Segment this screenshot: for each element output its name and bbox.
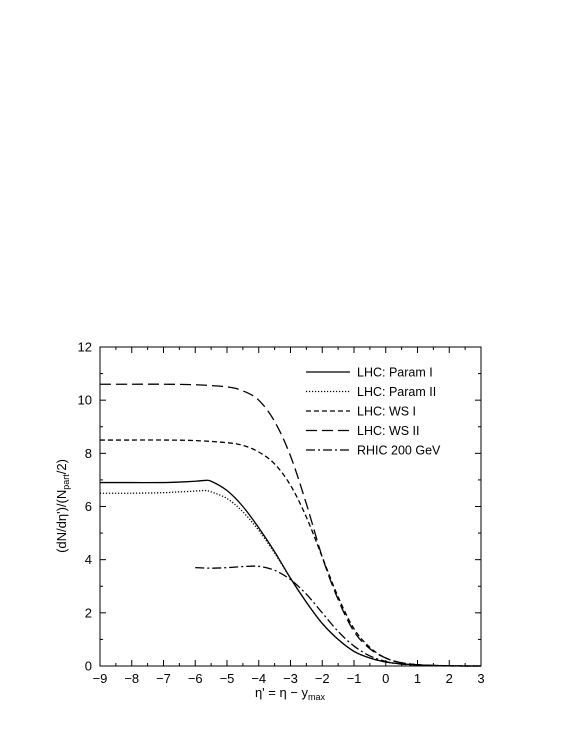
x-tick-label: −1: [347, 671, 362, 686]
x-tick-label: 3: [477, 671, 484, 686]
legend-label: LHC: WS I: [357, 405, 416, 419]
x-tick-label: −4: [251, 671, 266, 686]
series-line-2: [99, 489, 482, 667]
x-tick-label: 1: [414, 671, 421, 686]
x-tick-label: −3: [283, 671, 298, 686]
legend: LHC: Param I LHC: Param II LHC: WS I LHC: W…: [306, 366, 441, 458]
legend-label: LHC: Param II: [357, 385, 436, 399]
y-tick-label: 6: [85, 499, 92, 514]
y-tick-label: 12: [78, 340, 92, 355]
y-axis-label: (dN/dη')/(Npart/2): [54, 459, 71, 553]
series-line-1: [100, 479, 482, 667]
x-tick-label: 0: [382, 671, 389, 686]
legend-label: RHIC 200 GeV: [357, 444, 441, 458]
x-tick-label: −7: [156, 671, 171, 686]
y-tick-label: 0: [85, 659, 92, 674]
legend-label: LHC: Param I: [357, 366, 433, 380]
legend-label: LHC: WS II: [357, 424, 420, 438]
y-tick-label: 2: [85, 605, 92, 620]
series-line-5: [195, 565, 481, 667]
x-tick-label: 2: [446, 671, 453, 686]
series-line-3: [100, 439, 482, 667]
y-tick-label: 8: [85, 446, 92, 461]
x-axis-label: η' = η − ymax: [255, 685, 326, 702]
x-tick-label: −9: [93, 671, 108, 686]
y-tick-label: 10: [78, 393, 92, 408]
x-tick-label: −5: [220, 671, 235, 686]
series-line-4: [99, 383, 482, 667]
y-tick-label: 4: [85, 552, 92, 567]
x-tick-label: −2: [315, 671, 330, 686]
x-tick-label: −6: [188, 671, 203, 686]
series-group: [99, 383, 482, 667]
x-tick-label: −8: [124, 671, 139, 686]
